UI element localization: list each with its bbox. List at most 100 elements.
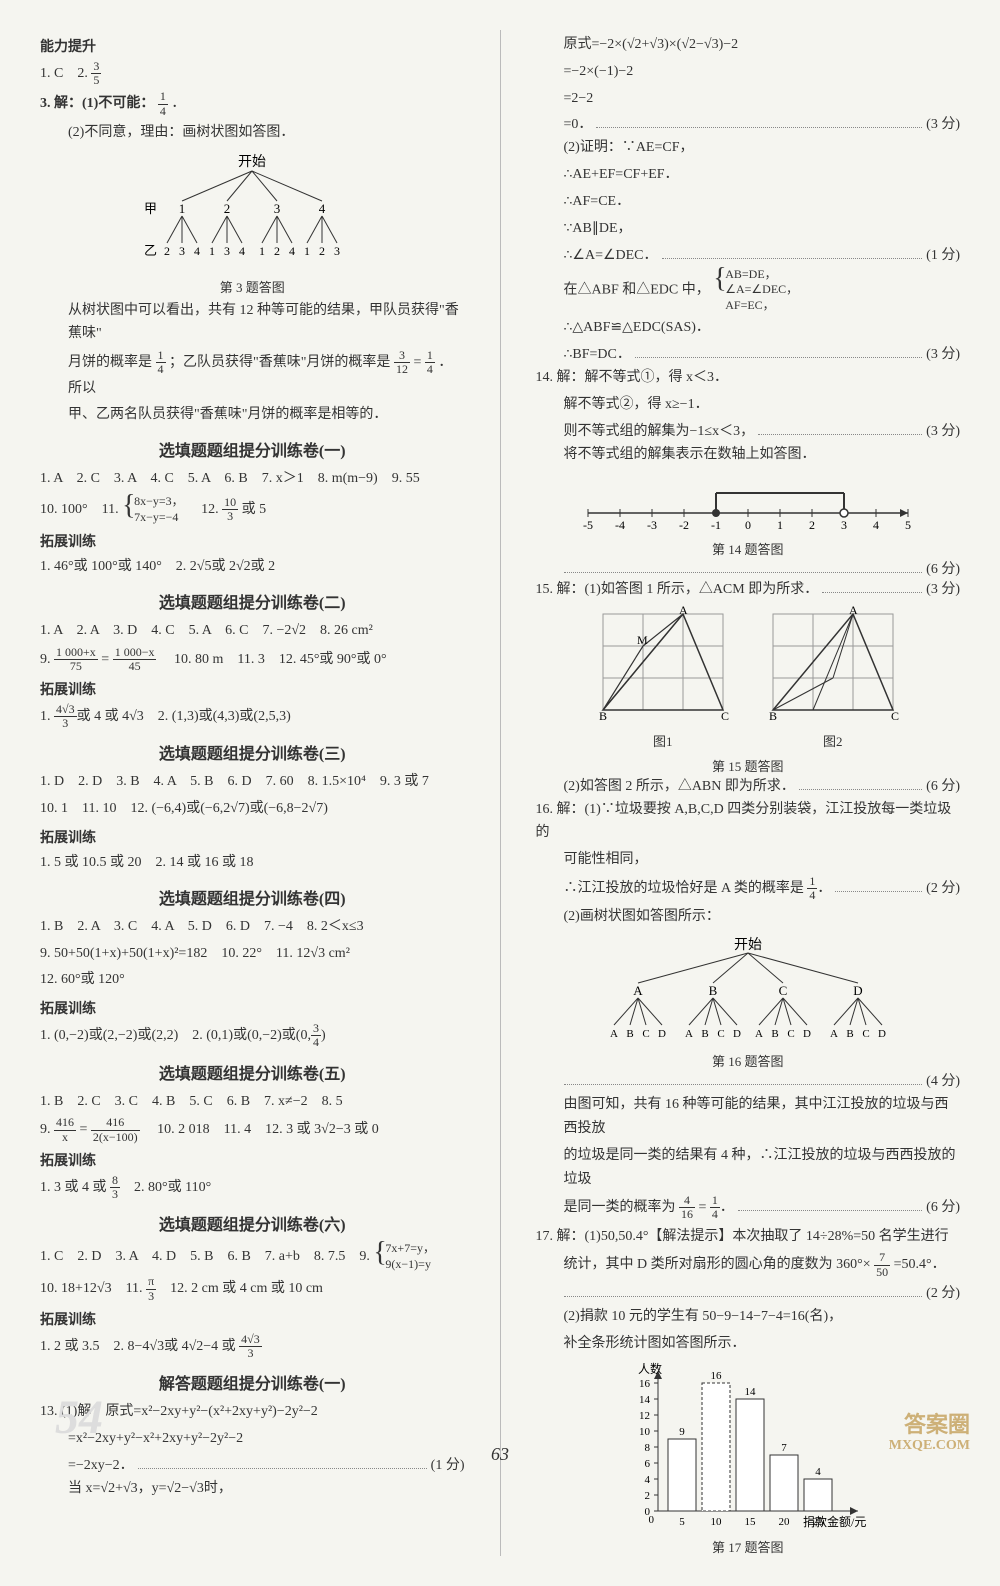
s6-line2: 10. 18+12√3 11. π3 12. 2 cm 或 4 cm 或 10 … — [40, 1275, 465, 1302]
s4-line3: 12. 60°或 120° — [40, 968, 465, 992]
s6-ext: 拓展训练 — [40, 1309, 465, 1329]
s4-ext1: 1. (0,−2)或(2,−2)或(2,2) 2. (0,1)或(0,−2)或(… — [40, 1022, 465, 1049]
svg-text:B: B — [599, 709, 607, 723]
number-line: -5-4-3-2-1012345 — [568, 473, 928, 533]
svg-text:-4: -4 — [615, 518, 625, 532]
svg-text:2: 2 — [809, 518, 815, 532]
q16-7: 是同一类的概率为 416 = 14． (6 分) — [536, 1194, 961, 1221]
svg-text:D: D — [658, 1028, 666, 1040]
svg-text:D: D — [853, 983, 862, 998]
svg-text:C: C — [642, 1028, 649, 1040]
svg-text:16: 16 — [710, 1370, 722, 1382]
r8: ∵AB∥DE， — [536, 217, 961, 241]
s5-ext1: 1. 3 或 4 或 83 2. 80°或 110° — [40, 1174, 465, 1201]
svg-text:开始: 开始 — [238, 154, 266, 170]
q16-6: 的垃圾是同一类的结果有 4 种，∴江江投放的垃圾与西西投放的垃圾 — [536, 1144, 961, 1192]
svg-text:-3: -3 — [647, 518, 657, 532]
svg-text:B: B — [769, 709, 777, 723]
s6-ext1: 1. 2 或 3.5 2. 8−4√3或 4√2−4 或 4√33 — [40, 1333, 465, 1360]
s3-ext1: 1. 5 或 10.5 或 20 2. 14 或 16 或 18 — [40, 851, 465, 875]
ans-3-1: 3. 解：(1)不可能： 14 ． — [40, 90, 465, 117]
svg-text:2: 2 — [319, 244, 325, 258]
q14-2: 解不等式②，得 x≥−1． — [536, 393, 961, 417]
svg-text:A: A — [685, 1028, 693, 1040]
answer-title: 解答题题组提分训练卷(一) — [40, 1370, 465, 1394]
svg-text:1: 1 — [777, 518, 783, 532]
svg-text:乙: 乙 — [144, 243, 157, 258]
q15-1: 15. 解：(1)如答图 1 所示，△ACM 即为所求．(3 分) — [536, 578, 961, 598]
svg-text:D: D — [878, 1028, 886, 1040]
q14-4: 将不等式组的解集表示在数轴上如答图． — [536, 443, 961, 467]
svg-text:0: 0 — [745, 518, 751, 532]
watermark: 答案圈 MXQE.COM — [889, 1412, 970, 1455]
svg-text:开始: 开始 — [734, 937, 762, 953]
svg-text:人数: 人数 — [638, 1361, 662, 1376]
svg-text:A: A — [755, 1028, 763, 1040]
svg-text:4: 4 — [319, 201, 326, 216]
s1-ext: 拓展训练 — [40, 531, 465, 551]
svg-text:1: 1 — [259, 244, 265, 258]
s2-ext: 拓展训练 — [40, 679, 465, 699]
q16-2: 可能性相同， — [536, 848, 961, 872]
q15-caption: 第 15 题答图 — [536, 756, 961, 775]
ans-1-2: 1. C 2. 35 — [40, 60, 465, 87]
q15-fig2: BCA — [763, 604, 903, 724]
s3-title: 选填题题组提分训练卷(三) — [40, 740, 465, 764]
svg-text:8: 8 — [644, 1442, 650, 1454]
s2-title: 选填题题组提分训练卷(二) — [40, 589, 465, 613]
svg-text:12: 12 — [639, 1410, 650, 1422]
page-number: 63 — [491, 1444, 509, 1465]
s5-line2: 9. 416x = 4162(x−100) 10. 2 018 11. 4 12… — [40, 1116, 465, 1143]
r5: (2)证明：∵AE=CF， — [536, 136, 961, 160]
s3-ext: 拓展训练 — [40, 827, 465, 847]
svg-text:7: 7 — [781, 1442, 787, 1454]
r12: ∴BF=DC．(3 分) — [536, 343, 961, 363]
s4-ext: 拓展训练 — [40, 998, 465, 1018]
svg-text:-2: -2 — [679, 518, 689, 532]
s6-title: 选填题题组提分训练卷(六) — [40, 1211, 465, 1235]
column-divider — [500, 30, 501, 1556]
svg-text:3: 3 — [274, 201, 281, 216]
svg-text:C: C — [862, 1028, 869, 1040]
q16-pts4: (4 分) — [536, 1070, 961, 1090]
q17-2: (2)捐款 10 元的学生有 50−9−14−7−4=16(名)， — [536, 1305, 961, 1329]
svg-text:3: 3 — [224, 244, 230, 258]
q17-1a: 17. 解：(1)50,50.4°【解法提示】本次抽取了 14÷28%=50 名… — [536, 1225, 961, 1249]
svg-text:B: B — [846, 1028, 853, 1040]
s2-line2: 9. 1 000+x75 = 1 000−x45 10. 80 m 11. 3 … — [40, 646, 465, 673]
svg-text:10: 10 — [639, 1426, 651, 1438]
faint-page-decoration: 54 — [55, 1390, 103, 1445]
q15-2: (2)如答图 2 所示，△ABN 即为所求．(6 分) — [536, 775, 961, 795]
svg-text:14: 14 — [639, 1394, 651, 1406]
s5-ext: 拓展训练 — [40, 1150, 465, 1170]
svg-text:4: 4 — [873, 518, 879, 532]
svg-text:10: 10 — [710, 1516, 722, 1528]
r11: ∴△ABF≌△EDC(SAS)． — [536, 316, 961, 340]
a3-explain-2: 月饼的概率是 14 ；乙队员获得"香蕉味"月饼的概率是 312 = 14 ．所以 — [40, 349, 465, 400]
svg-text:A: A — [830, 1028, 838, 1040]
svg-text:A: A — [610, 1028, 618, 1040]
svg-text:25: 25 — [812, 1516, 824, 1528]
q15-figures: BCAM 图1 BCA 图2 — [536, 604, 961, 750]
s2-line1: 1. A 2. A 3. D 4. C 5. A 6. C 7. −2√2 8.… — [40, 619, 465, 643]
q15-fig1: BCAM — [593, 604, 733, 724]
r6: ∴AE+EF=CF+EF． — [536, 163, 961, 187]
q17-3: 补全条形统计图如答图所示． — [536, 1332, 961, 1356]
r1: 原式=−2×(√2+√3)×(√2−√3)−2 — [536, 33, 961, 57]
q13-d: 当 x=√2+√3，y=√2−√3时， — [40, 1477, 465, 1501]
q13-a: 13. (1)解：原式=x²−2xy+y²−(x²+2xy+y²)−2y²−2 — [40, 1400, 465, 1424]
svg-text:B: B — [626, 1028, 633, 1040]
svg-text:3: 3 — [841, 518, 847, 532]
s2-ext1: 1. 4√33或 4 或 4√3 2. (1,3)或(4,3)或(2,5,3) — [40, 703, 465, 730]
svg-text:2: 2 — [644, 1490, 650, 1502]
tree-diagram-q3: 开始 甲 1234 乙 234 134 124 123 — [112, 151, 392, 271]
s4-title: 选填题题组提分训练卷(四) — [40, 885, 465, 909]
svg-text:-1: -1 — [711, 518, 721, 532]
svg-text:D: D — [733, 1028, 741, 1040]
s4-line2: 9. 50+50(1+x)+50(1+x)²=182 10. 22° 11. 1… — [40, 942, 465, 966]
svg-text:C: C — [891, 709, 899, 723]
a3-explain-1: 从树状图中可以看出，共有 12 种等可能的结果，甲队员获得"香蕉味" — [40, 299, 465, 347]
svg-text:2: 2 — [274, 244, 280, 258]
svg-text:5: 5 — [905, 518, 911, 532]
q14-1: 14. 解：解不等式①，得 x＜3． — [536, 366, 961, 390]
